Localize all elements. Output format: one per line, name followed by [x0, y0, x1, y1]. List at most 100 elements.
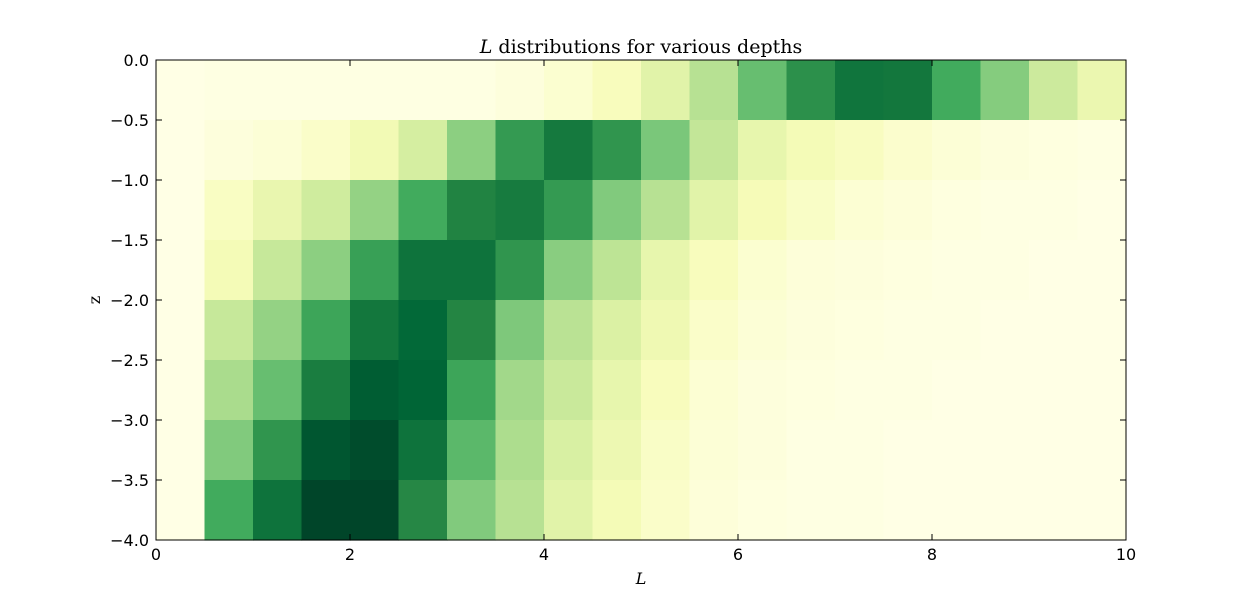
heatmap-cell	[204, 300, 254, 361]
heatmap-cell	[786, 60, 836, 121]
y-tick-label: −4.0	[110, 531, 149, 550]
chart-title-math: L	[479, 36, 493, 58]
heatmap-cell	[786, 180, 836, 241]
heatmap-cell	[1077, 240, 1127, 301]
heatmap-cell	[738, 360, 788, 421]
heatmap-cell	[738, 300, 788, 361]
heatmap-cell	[835, 60, 885, 121]
heatmap-cell	[447, 420, 497, 481]
heatmap-cell	[1077, 480, 1127, 541]
x-tick-label: 6	[733, 545, 743, 564]
heatmap-cell	[495, 480, 545, 541]
heatmap-cell	[398, 120, 448, 181]
heatmap-cell	[253, 420, 303, 481]
heatmap-cell	[1077, 300, 1127, 361]
plot-frame	[155, 59, 1127, 541]
heatmap-cell	[883, 300, 933, 361]
heatmap-cell	[495, 120, 545, 181]
heatmap-cell	[350, 240, 400, 301]
heatmap-cell	[204, 240, 254, 301]
heatmap-cell	[253, 240, 303, 301]
heatmap-cell	[398, 60, 448, 121]
y-tick-label: −1.5	[110, 231, 149, 250]
heatmap-cell	[738, 120, 788, 181]
heatmap-cell	[883, 360, 933, 421]
heatmap-cell	[835, 120, 885, 181]
heatmap-cell	[447, 480, 497, 541]
heatmap-cell	[301, 60, 351, 121]
heatmap-cell	[447, 60, 497, 121]
heatmap-cell	[641, 60, 691, 121]
heatmap-cell	[398, 180, 448, 241]
heatmap-cell	[835, 420, 885, 481]
heatmap-cell	[350, 180, 400, 241]
heatmap-cell	[301, 480, 351, 541]
heatmap-cell	[641, 180, 691, 241]
heatmap-cell	[883, 60, 933, 121]
heatmap-cell	[592, 180, 642, 241]
heatmap-cell	[495, 240, 545, 301]
heatmap-cell	[156, 360, 206, 421]
heatmap-cell	[932, 60, 982, 121]
heatmap-cell	[544, 300, 594, 361]
heatmap-cell	[932, 180, 982, 241]
heatmap-cell	[301, 180, 351, 241]
y-tick-label: −2.0	[110, 291, 149, 310]
heatmap-cell	[883, 240, 933, 301]
heatmap-cell	[495, 360, 545, 421]
heatmap-cell	[253, 180, 303, 241]
y-tick-label: 0.0	[124, 51, 149, 70]
heatmap-cell	[786, 240, 836, 301]
heatmap-cell	[495, 300, 545, 361]
heatmap-cell	[544, 180, 594, 241]
heatmap-cell	[689, 480, 739, 541]
heatmap-cell	[156, 480, 206, 541]
heatmap-cell	[980, 300, 1030, 361]
heatmap-cell	[447, 180, 497, 241]
heatmap-cell	[738, 60, 788, 121]
heatmap-cell	[835, 180, 885, 241]
heatmap-cell	[738, 180, 788, 241]
heatmap-cell	[156, 420, 206, 481]
heatmap-cell	[447, 120, 497, 181]
heatmap-cell	[786, 120, 836, 181]
heatmap-cell	[301, 360, 351, 421]
y-tick-label: −1.0	[110, 171, 149, 190]
heatmap-cell	[495, 180, 545, 241]
heatmap-cell	[641, 480, 691, 541]
heatmap-cell	[204, 360, 254, 421]
heatmap-cell	[253, 360, 303, 421]
heatmap-cell	[1029, 120, 1079, 181]
heatmap-cell	[689, 60, 739, 121]
heatmap-cell	[156, 120, 206, 181]
heatmap-cell	[932, 300, 982, 361]
heatmap-cell	[592, 60, 642, 121]
x-axis-label: L	[635, 569, 647, 588]
heatmap-cell	[301, 120, 351, 181]
heatmap-cell	[786, 300, 836, 361]
y-tick-label: −3.0	[110, 411, 149, 430]
heatmap-cell	[1077, 120, 1127, 181]
chart-title-text: distributions for various depths	[492, 36, 802, 58]
heatmap-cell	[738, 240, 788, 301]
heatmap-cell	[980, 360, 1030, 421]
heatmap-cell	[544, 480, 594, 541]
heatmap-cell	[932, 420, 982, 481]
heatmap-cell	[253, 60, 303, 121]
heatmap-cell	[398, 480, 448, 541]
heatmap-cell	[301, 240, 351, 301]
heatmap-cell	[398, 420, 448, 481]
heatmap-cell	[1029, 420, 1079, 481]
heatmap-cell	[641, 240, 691, 301]
heatmap-cell	[689, 240, 739, 301]
heatmap-cell	[156, 180, 206, 241]
heatmap-cell	[1029, 480, 1079, 541]
heatmap-cell	[398, 360, 448, 421]
chart-title: L distributions for various depths	[479, 36, 803, 58]
heatmap-cell	[156, 240, 206, 301]
x-tick-label: 4	[539, 545, 549, 564]
axis-ticks: 0 2 4 6 8 10 0.0 −0.5 −1.0 −1.5 −2.0 −2.5 −3.0 −3.5 −4…	[110, 51, 1136, 564]
heatmap-cell	[980, 60, 1030, 121]
heatmap-cell	[980, 240, 1030, 301]
